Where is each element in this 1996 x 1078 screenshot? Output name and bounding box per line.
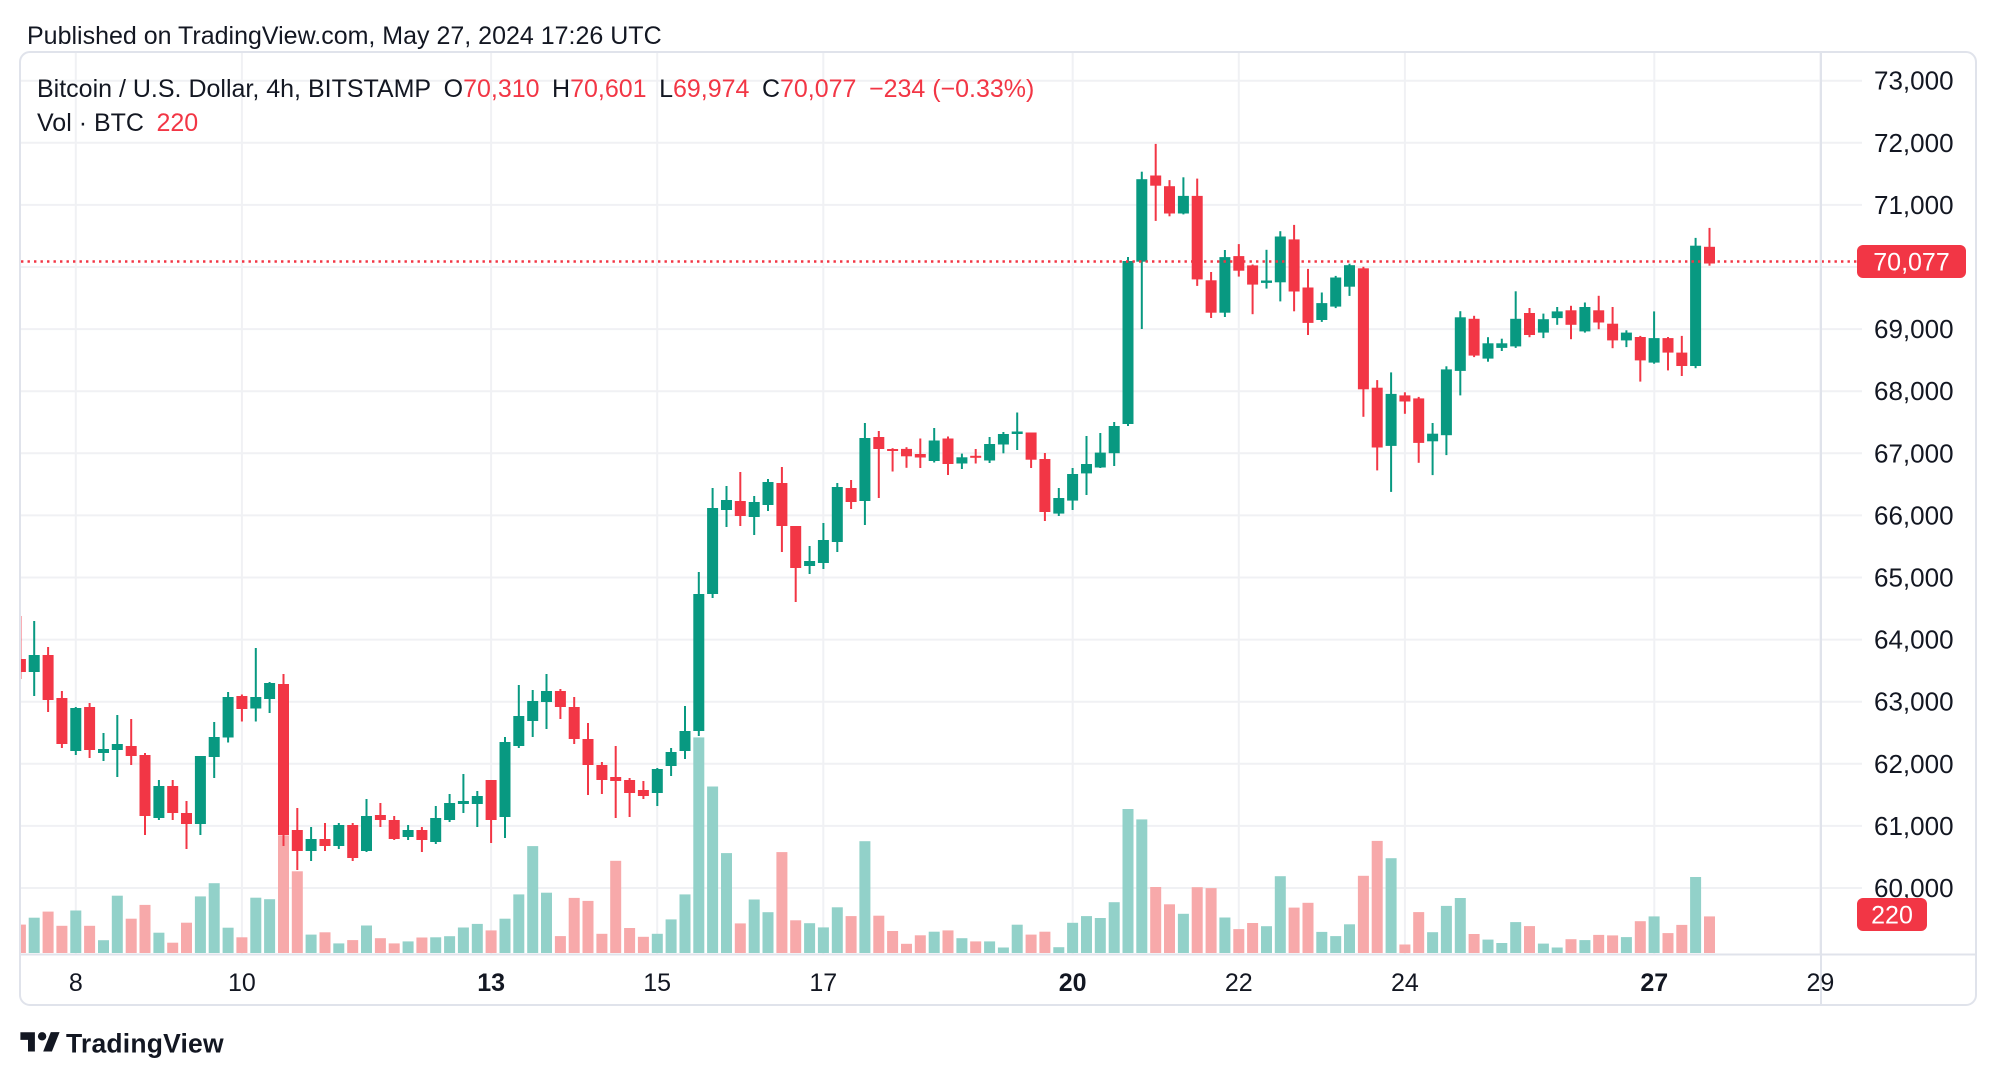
- svg-text:22: 22: [1225, 969, 1253, 997]
- svg-text:13: 13: [477, 969, 505, 997]
- svg-text:62,000: 62,000: [1874, 749, 1954, 779]
- svg-text:24: 24: [1391, 969, 1419, 997]
- svg-text:27: 27: [1640, 969, 1668, 997]
- svg-text:63,000: 63,000: [1874, 687, 1954, 717]
- svg-text:73,000: 73,000: [1874, 66, 1954, 96]
- svg-text:10: 10: [228, 969, 256, 997]
- svg-text:66,000: 66,000: [1874, 500, 1954, 530]
- svg-text:65,000: 65,000: [1874, 563, 1954, 593]
- svg-text:29: 29: [1806, 969, 1834, 997]
- svg-text:20: 20: [1059, 969, 1087, 997]
- svg-text:Published on TradingView.com,: Published on TradingView.com, May 27, 20…: [27, 22, 662, 50]
- svg-text:71,000: 71,000: [1874, 190, 1954, 220]
- svg-text:72,000: 72,000: [1874, 128, 1954, 158]
- svg-text:15: 15: [643, 969, 671, 997]
- svg-text:17: 17: [809, 969, 837, 997]
- svg-text:220: 220: [1871, 902, 1913, 930]
- svg-text:70,077: 70,077: [1873, 249, 1949, 277]
- svg-text:67,000: 67,000: [1874, 438, 1954, 468]
- svg-text:8: 8: [69, 969, 83, 997]
- svg-text:69,000: 69,000: [1874, 314, 1954, 344]
- svg-text:68,000: 68,000: [1874, 376, 1954, 406]
- svg-text:64,000: 64,000: [1874, 625, 1954, 655]
- svg-text:TradingView: TradingView: [66, 1029, 224, 1059]
- svg-text:61,000: 61,000: [1874, 811, 1954, 841]
- svg-text:Bitcoin / U.S. Dollar, 4h, BIT: Bitcoin / U.S. Dollar, 4h, BITSTAMP O70,…: [37, 75, 1034, 103]
- svg-text:Vol · BTC 220: Vol · BTC 220: [37, 109, 198, 137]
